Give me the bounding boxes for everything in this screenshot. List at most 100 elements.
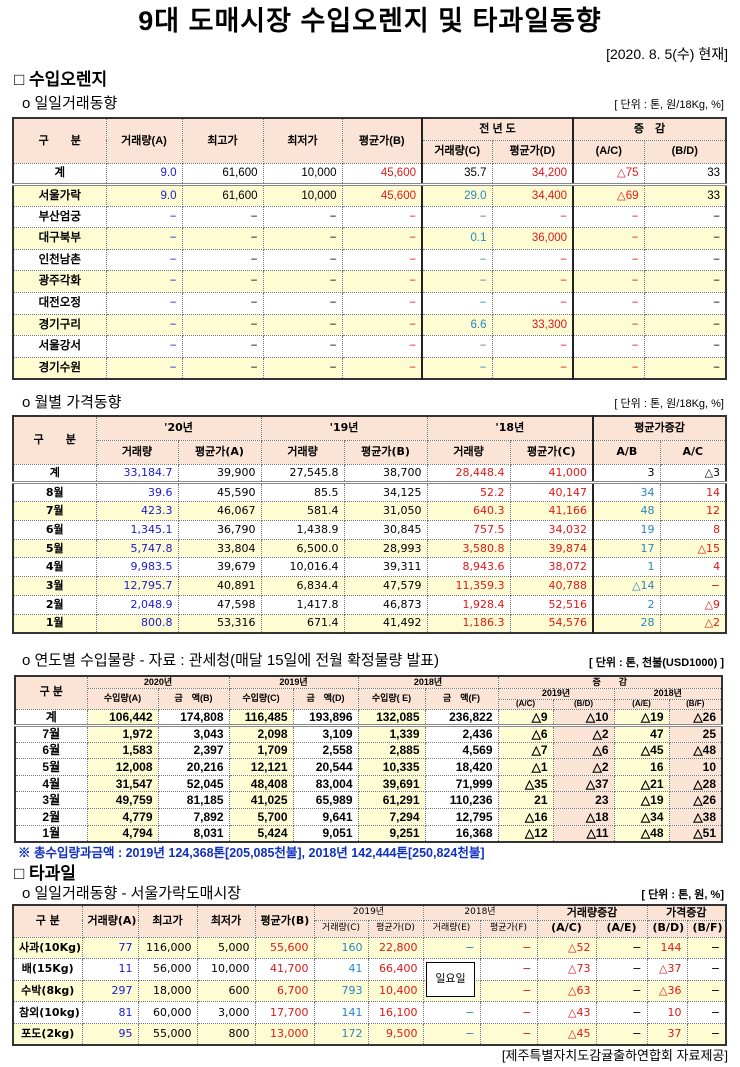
row-label: 2월: [14, 808, 88, 826]
table-cell: −: [643, 270, 727, 294]
row-label: 계: [12, 162, 107, 187]
table-cell: 12,795: [424, 808, 499, 826]
table-cell: 2,436: [424, 725, 499, 743]
table-cell: 61,600: [181, 184, 264, 207]
table-cell: △10: [552, 708, 615, 728]
col-change: 증 감: [572, 117, 727, 141]
table-cell: −: [595, 958, 648, 981]
section-heading-orange: □ 수입오렌지: [14, 70, 108, 89]
table-cell: △26: [668, 708, 723, 728]
table-row: 6월 1,583 2,397 1,709 2,558 2,885 4,569 △7 △6 △45 △…: [14, 741, 723, 760]
page-title: 9대 도매시장 수입오렌지 및 타과일동향: [138, 6, 602, 36]
table-cell: 31,050: [343, 501, 428, 521]
col-ab: 금 액(B): [157, 687, 230, 710]
table-cell: 4,569: [424, 741, 499, 760]
table-cell: 18,420: [424, 758, 499, 776]
col-avg-a: 평균가(A): [177, 439, 262, 465]
table-cell: −: [341, 335, 423, 358]
table-cell: −: [572, 335, 645, 358]
row-label: 계: [14, 708, 88, 728]
table-cell: −: [686, 1022, 727, 1046]
table-cell: 5,424: [228, 824, 294, 843]
table-row: 1월 800.8 53,316 671.4 41,492 1,186.3 54,576 28 △…: [12, 613, 727, 634]
table-cell: 1,438.9: [260, 519, 345, 540]
col-qa: 수입량(A): [86, 687, 159, 710]
table-cell: 4: [659, 557, 727, 578]
col-gubun: 구 분: [12, 904, 83, 938]
table-cell: 41,000: [509, 463, 594, 485]
table-cell: 10: [668, 758, 723, 776]
table-row: 인천남촌 − − − − − − − −: [12, 248, 727, 272]
table-cell: △14: [592, 576, 661, 597]
col-qty-change: 거래량증감: [536, 904, 648, 921]
table-cell: 7,294: [357, 808, 426, 826]
table-cell: 132,085: [357, 708, 426, 728]
col-gubun: 구 분: [12, 415, 97, 465]
table-cell: 13,000: [254, 1022, 315, 1046]
table-cell: 54,576: [509, 613, 594, 634]
table-cell: −: [643, 313, 727, 337]
section-heading-other-fruits: □ 타과일: [14, 864, 76, 883]
table-cell: 11: [81, 958, 139, 981]
table-cell: 9,641: [292, 808, 359, 826]
col-2020: 2020년: [86, 675, 230, 689]
row-label: 경기구리: [12, 313, 107, 337]
table-cell: 3,000: [196, 1001, 256, 1024]
table-row: 7월 423.3 46,067 581.4 31,050 640.3 41,166 48 12: [12, 501, 727, 521]
table-cell: 116,485: [228, 708, 294, 728]
row-label: 1월: [14, 824, 88, 843]
table-cell: 9,051: [292, 824, 359, 843]
table-cell: △38: [668, 808, 723, 826]
table-cell: 757.5: [426, 519, 511, 540]
col-qty-2018: 거래량: [426, 439, 511, 465]
orange-imports-table: 구 분 2020년 2019년 2018년 증 감 수입량(A) 금 액(B) 수입량(C)…: [14, 675, 723, 843]
table-cell: 12,795.7: [95, 576, 179, 597]
table-cell: −: [105, 248, 183, 272]
col-qty-c: 거래량(C): [421, 139, 493, 164]
col-qty-a: 거래량(A): [105, 117, 183, 164]
table-cell: 34,032: [509, 519, 594, 540]
table-cell: 38,700: [343, 463, 428, 485]
table-cell: −: [659, 576, 727, 597]
table-cell: 23: [552, 791, 615, 810]
col-ac: (A/C): [536, 919, 597, 938]
table-cell: 38,072: [509, 557, 594, 578]
table-cell: −: [262, 313, 343, 337]
table-cell: 1: [592, 557, 661, 578]
col-ae: (A/E): [595, 919, 648, 938]
row-label: 5월: [12, 538, 97, 559]
table-cell: 10,335: [357, 758, 426, 776]
table-cell: 8,943.6: [426, 557, 511, 578]
table-cell: 41,492: [343, 613, 428, 634]
table-cell: −: [422, 936, 481, 960]
col-avg-b: 평균가(B): [254, 904, 315, 938]
table-cell: 193,896: [292, 708, 359, 728]
col-bd: (B/D): [646, 919, 688, 938]
table-cell: 9,251: [357, 824, 426, 843]
table-cell: −: [262, 248, 343, 272]
table-cell: −: [643, 227, 727, 250]
table-cell: 10,016.4: [260, 557, 345, 578]
source-credit: [제주특별자치도감귤출하연합회 자료제공]: [501, 1048, 728, 1063]
table-cell: 46,067: [177, 501, 262, 521]
table-cell: 39,311: [343, 557, 428, 578]
table-cell: −: [262, 270, 343, 294]
table-row: 부산엄궁 − − − − − − − −: [12, 205, 727, 229]
table-cell: −: [491, 292, 574, 315]
table-cell: −: [643, 248, 727, 272]
subtitle-imports: o 연도별 수입물량 - 자료 : 관세청(매달 15일에 전월 확정물량 발표…: [22, 652, 440, 669]
table-cell: 39,691: [357, 774, 426, 793]
table-row: 계 33,184.7 39,900 27,545.8 38,700 28,448.4 41,…: [12, 463, 727, 485]
col-qe: 수입량( E): [357, 687, 426, 710]
table-cell: 60,000: [137, 1001, 198, 1024]
table-cell: 56,000: [137, 958, 198, 981]
table-cell: 18,000: [137, 979, 198, 1003]
table-cell: 34,400: [491, 184, 574, 207]
col-price-change: 가격증감: [646, 904, 727, 921]
table-cell: −: [686, 958, 727, 981]
table-cell: △16: [497, 808, 554, 826]
table-cell: △18: [552, 808, 615, 826]
table-cell: 41,166: [509, 501, 594, 521]
col-low: 최저가: [262, 117, 343, 164]
col-2019: 2019년: [228, 675, 359, 689]
